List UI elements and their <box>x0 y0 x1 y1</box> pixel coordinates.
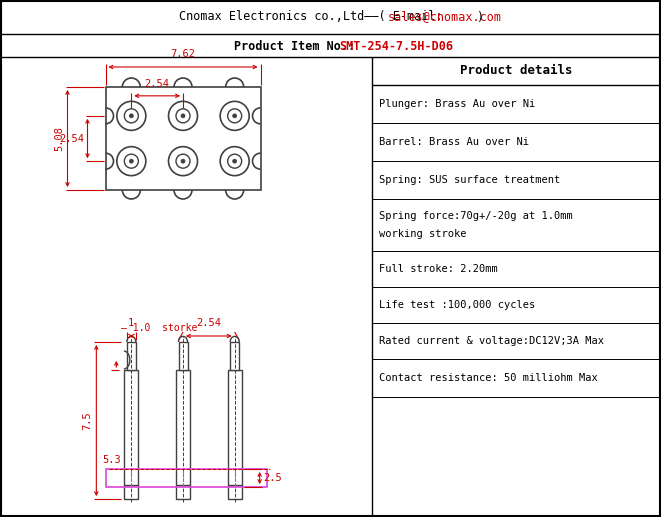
Bar <box>227 485 242 499</box>
Bar <box>227 370 242 485</box>
Text: Product details: Product details <box>460 65 572 78</box>
Text: 2.54: 2.54 <box>196 318 221 328</box>
Text: 2.5: 2.5 <box>264 473 282 483</box>
Text: 7.62: 7.62 <box>171 49 196 59</box>
Text: 2.54: 2.54 <box>59 133 85 144</box>
Circle shape <box>181 114 185 118</box>
Bar <box>106 87 260 190</box>
Text: Life test :100,000 cycles: Life test :100,000 cycles <box>379 300 535 310</box>
Bar <box>124 370 138 485</box>
Text: 2.54: 2.54 <box>145 79 170 89</box>
Text: working stroke: working stroke <box>379 230 467 239</box>
Bar <box>127 342 136 370</box>
Text: — 1.0  storke: — 1.0 storke <box>122 323 198 333</box>
Text: Full stroke: 2.20mm: Full stroke: 2.20mm <box>379 264 498 274</box>
Circle shape <box>130 159 134 163</box>
Text: Rated current & voltage:DC12V;3A Max: Rated current & voltage:DC12V;3A Max <box>379 336 604 346</box>
Bar <box>124 485 138 499</box>
Text: 5.08: 5.08 <box>54 126 65 151</box>
Circle shape <box>124 109 138 123</box>
Bar <box>176 485 190 499</box>
Text: ): ) <box>476 10 483 23</box>
Text: sales@cnomax.com: sales@cnomax.com <box>388 10 502 23</box>
Circle shape <box>176 109 190 123</box>
Text: SMT-254-7.5H-D06: SMT-254-7.5H-D06 <box>338 39 453 53</box>
Bar <box>230 342 239 370</box>
Circle shape <box>181 159 185 163</box>
Text: Barrel: Brass Au over Ni: Barrel: Brass Au over Ni <box>379 137 529 147</box>
Bar <box>178 342 188 370</box>
Text: 5.3: 5.3 <box>102 455 122 465</box>
Text: 7.5: 7.5 <box>83 411 93 430</box>
Circle shape <box>130 114 134 118</box>
Bar <box>176 370 190 485</box>
Circle shape <box>124 154 138 168</box>
Circle shape <box>233 114 237 118</box>
Circle shape <box>176 154 190 168</box>
Text: 1: 1 <box>128 318 134 328</box>
Circle shape <box>227 154 242 168</box>
Circle shape <box>233 159 237 163</box>
Bar <box>106 469 266 487</box>
Text: Plunger: Brass Au over Ni: Plunger: Brass Au over Ni <box>379 99 535 109</box>
Text: Product Item No.:: Product Item No.: <box>234 39 369 53</box>
Text: Cnomax Electronics co.,Ltd——( E-mail:: Cnomax Electronics co.,Ltd——( E-mail: <box>179 10 450 23</box>
Text: Spring: SUS surface treatment: Spring: SUS surface treatment <box>379 175 561 185</box>
Text: Contact resistance: 50 milliohm Max: Contact resistance: 50 milliohm Max <box>379 373 598 383</box>
Text: Spring force:70g+/-20g at 1.0mm: Spring force:70g+/-20g at 1.0mm <box>379 210 572 221</box>
Circle shape <box>227 109 242 123</box>
